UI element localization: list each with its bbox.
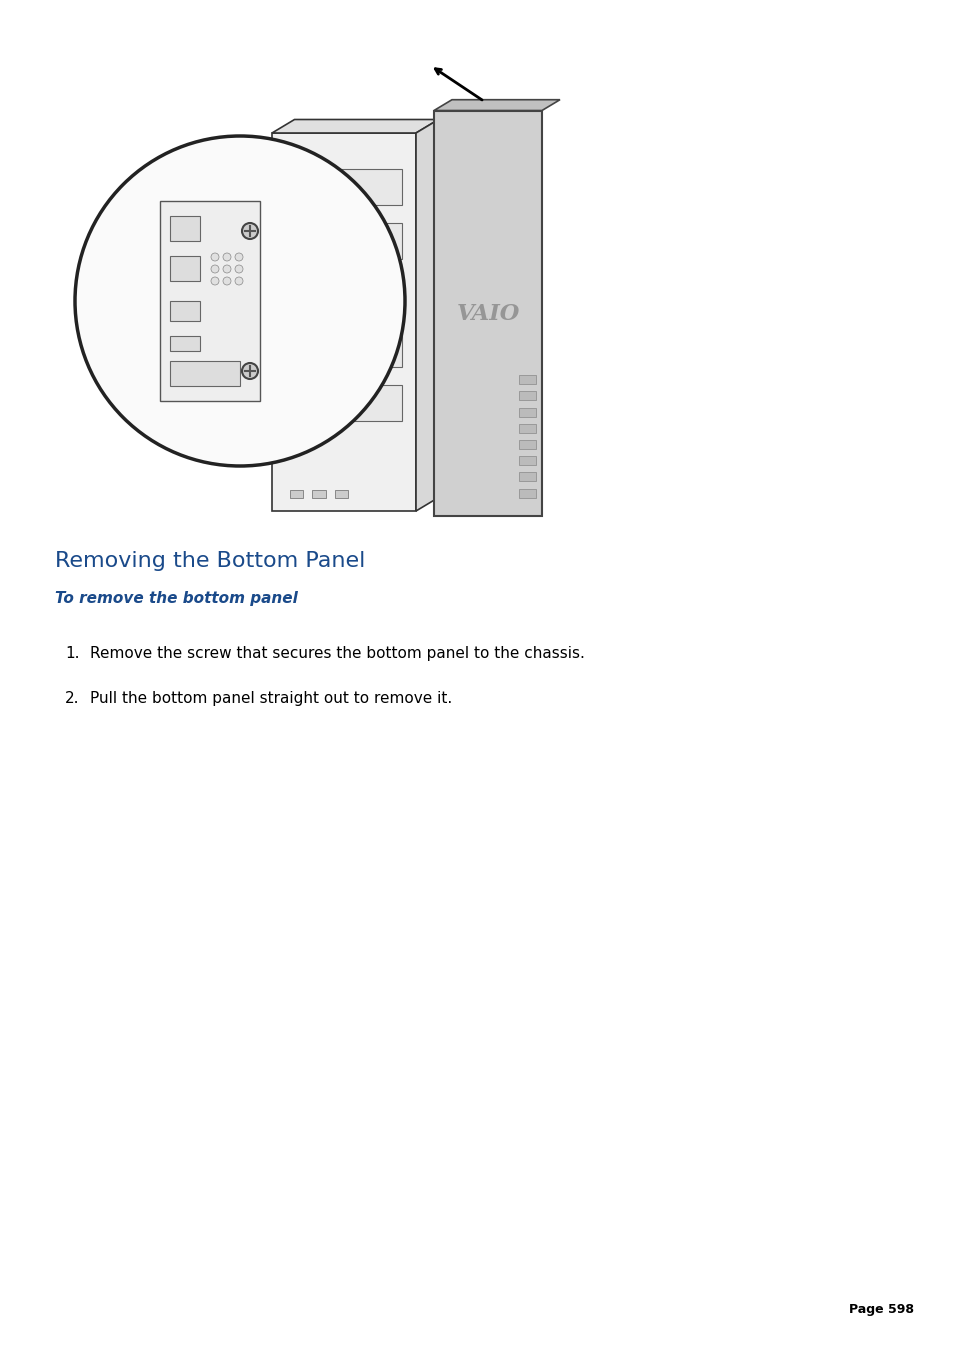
Bar bbox=[170, 216, 200, 240]
Bar bbox=[170, 255, 200, 281]
Circle shape bbox=[242, 363, 257, 380]
Bar bbox=[170, 336, 200, 351]
Circle shape bbox=[211, 265, 219, 273]
Bar bbox=[170, 301, 200, 322]
Text: 1.: 1. bbox=[65, 646, 79, 661]
Bar bbox=[285, 277, 402, 313]
Bar bbox=[434, 111, 541, 516]
Text: Remove the screw that secures the bottom panel to the chassis.: Remove the screw that secures the bottom… bbox=[90, 646, 584, 661]
Bar bbox=[519, 392, 536, 400]
Polygon shape bbox=[434, 100, 559, 111]
Text: Page 598: Page 598 bbox=[848, 1302, 913, 1316]
Bar bbox=[285, 331, 402, 367]
Text: VAIO: VAIO bbox=[456, 303, 519, 324]
Bar bbox=[285, 385, 402, 422]
Circle shape bbox=[234, 265, 243, 273]
Circle shape bbox=[234, 253, 243, 261]
Bar bbox=[335, 490, 348, 497]
Bar bbox=[519, 424, 536, 432]
Bar bbox=[519, 440, 536, 449]
Bar bbox=[160, 201, 260, 401]
Circle shape bbox=[242, 223, 257, 239]
Bar bbox=[272, 132, 416, 511]
Circle shape bbox=[223, 265, 231, 273]
Polygon shape bbox=[416, 119, 438, 511]
Text: 2.: 2. bbox=[65, 690, 79, 707]
Bar bbox=[290, 490, 303, 497]
Bar bbox=[519, 473, 536, 481]
Bar bbox=[519, 489, 536, 497]
Bar bbox=[519, 408, 536, 416]
Bar bbox=[285, 223, 402, 259]
Circle shape bbox=[223, 253, 231, 261]
Polygon shape bbox=[272, 119, 438, 132]
Text: Pull the bottom panel straight out to remove it.: Pull the bottom panel straight out to re… bbox=[90, 690, 452, 707]
Text: Removing the Bottom Panel: Removing the Bottom Panel bbox=[55, 551, 365, 571]
Bar bbox=[285, 169, 402, 205]
Bar bbox=[519, 376, 536, 384]
Bar bbox=[313, 490, 326, 497]
Circle shape bbox=[211, 277, 219, 285]
Bar bbox=[519, 457, 536, 465]
Circle shape bbox=[211, 253, 219, 261]
Bar bbox=[170, 361, 240, 386]
Text: To remove the bottom panel: To remove the bottom panel bbox=[55, 590, 297, 607]
Circle shape bbox=[75, 136, 405, 466]
Circle shape bbox=[223, 277, 231, 285]
Circle shape bbox=[234, 277, 243, 285]
